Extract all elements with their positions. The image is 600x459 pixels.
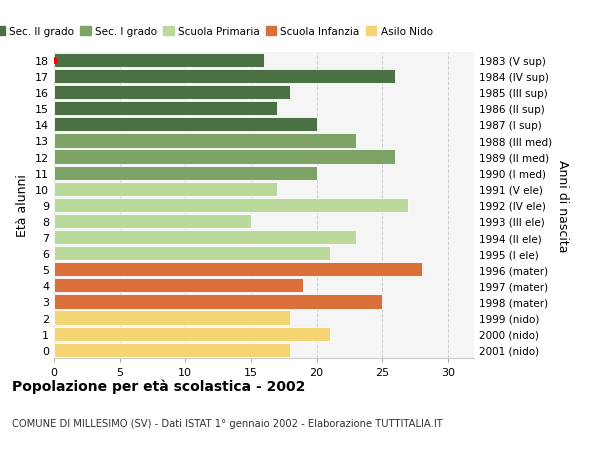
- Bar: [54, 279, 304, 293]
- Bar: [54, 311, 290, 325]
- Bar: [54, 166, 317, 180]
- Y-axis label: Anni di nascita: Anni di nascita: [556, 159, 569, 252]
- Bar: [54, 246, 329, 261]
- Text: COMUNE DI MILLESIMO (SV) - Dati ISTAT 1° gennaio 2002 - Elaborazione TUTTITALIA.: COMUNE DI MILLESIMO (SV) - Dati ISTAT 1°…: [12, 418, 443, 428]
- Bar: [54, 54, 264, 68]
- Text: Popolazione per età scolastica - 2002: Popolazione per età scolastica - 2002: [12, 379, 305, 393]
- Bar: [54, 214, 251, 229]
- Bar: [54, 150, 395, 164]
- Bar: [54, 118, 317, 132]
- Bar: [54, 70, 395, 84]
- Bar: [54, 343, 290, 357]
- Bar: [54, 102, 277, 116]
- Bar: [54, 134, 356, 148]
- Bar: [54, 86, 290, 100]
- Bar: [54, 327, 329, 341]
- Bar: [54, 198, 409, 213]
- Bar: [54, 230, 356, 245]
- Bar: [54, 295, 382, 309]
- Bar: [54, 263, 421, 277]
- Bar: [54, 182, 277, 196]
- Legend: Sec. II grado, Sec. I grado, Scuola Primaria, Scuola Infanzia, Asilo Nido: Sec. II grado, Sec. I grado, Scuola Prim…: [0, 23, 437, 41]
- Y-axis label: Età alunni: Età alunni: [16, 174, 29, 237]
